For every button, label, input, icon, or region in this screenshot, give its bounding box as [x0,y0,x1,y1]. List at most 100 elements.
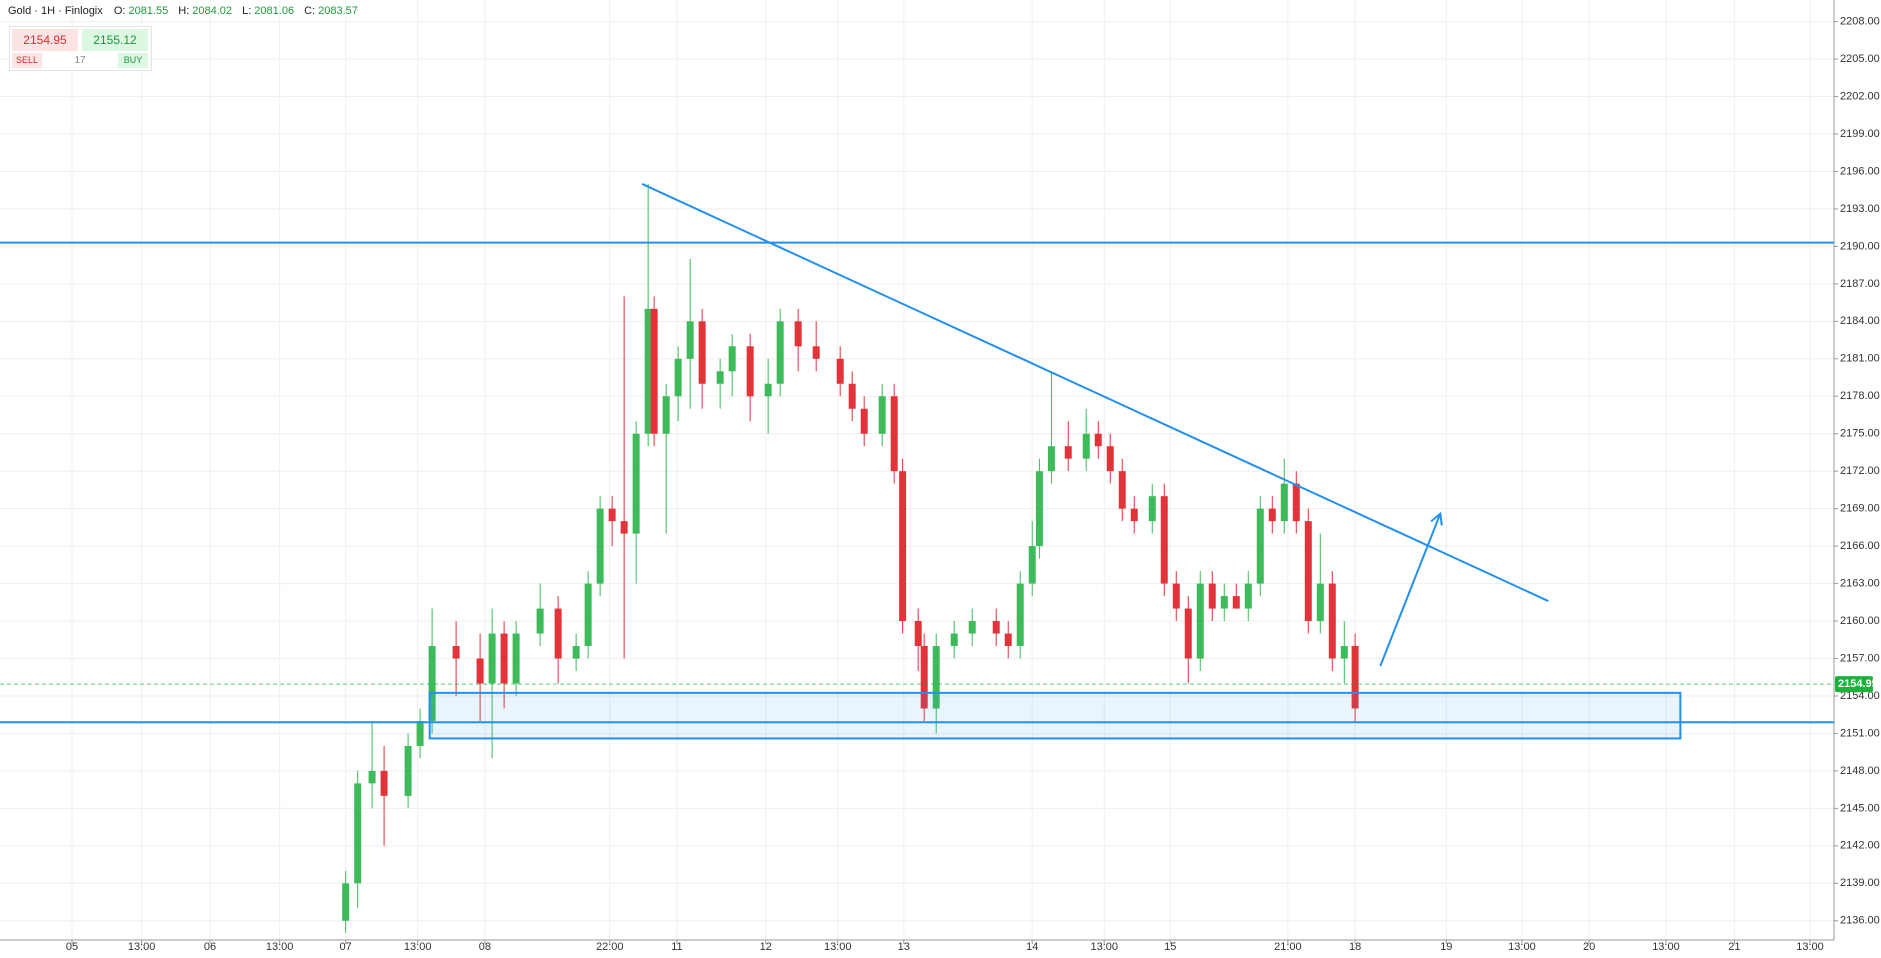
x-tick-label: 05 [66,941,78,953]
y-tick-label: 2148.00 [1840,765,1880,777]
candle-body [860,408,868,434]
sell-price[interactable]: 2154.95 [12,29,78,51]
candle-body [1304,521,1312,622]
candle-body [1196,583,1204,659]
x-tick-label: 20 [1583,941,1595,953]
ohlc-value: 2081.06 [254,5,295,17]
candle-body [1064,446,1072,459]
quantity[interactable]: 17 [74,55,86,66]
candle-body [416,720,424,746]
x-tick-label: 13:00 [1796,941,1824,953]
candle-body [354,783,362,884]
y-tick-label: 2142.00 [1840,840,1880,852]
candle-body [1106,446,1114,472]
symbol: Gold · 1H · Finlogix [8,5,103,17]
ohlc-value: 2081.55 [128,5,169,17]
candle-body [596,508,604,584]
candle-body [488,633,496,684]
x-tick-label: 14 [1026,941,1038,953]
candle-body [698,321,706,384]
candle-body [764,383,772,397]
y-tick-label: 2178.00 [1840,390,1880,402]
y-tick-label: 2151.00 [1840,727,1880,739]
candle-body [632,433,640,534]
y-tick-label: 2196.00 [1840,165,1880,177]
candle-body [848,383,856,409]
candle-body [572,646,580,659]
candle-body [1160,496,1168,584]
trade-panel: 2154.95 2155.12 SELL 17 BUY [9,26,152,71]
arrow-head [1430,511,1443,526]
candle-body [1232,596,1240,609]
candle-body [1148,496,1156,522]
ohlc-key: L: [242,5,252,17]
candle-body [1082,433,1090,459]
last-price-label: 2154.95 [1838,678,1878,690]
candle-body [746,346,754,397]
candle-body [1004,633,1012,647]
buy-button[interactable]: BUY [118,53,148,68]
candle-body [968,621,976,634]
x-tick-label: 13:00 [128,941,156,953]
candle-body [1244,583,1252,609]
candle-body [662,396,670,434]
candle-body [1351,646,1359,709]
x-tick-label: 19 [1440,941,1452,953]
y-tick-label: 2172.00 [1840,465,1880,477]
candle-body [686,321,694,359]
ohlc-value: 2084.02 [192,5,233,17]
candle-body [554,608,562,659]
candle-body [794,321,802,347]
candle-body [1028,546,1036,584]
last-price-box [1835,676,1873,693]
y-tick-label: 2202.00 [1840,90,1880,102]
x-tick-label: 15 [1164,941,1176,953]
x-tick-label: 13:00 [266,941,294,953]
y-tick-label: 2163.00 [1840,577,1880,589]
ohlc-key: H: [178,5,190,17]
sell-button[interactable]: SELL [12,53,42,68]
y-tick-label: 2208.00 [1840,16,1880,28]
x-tick-label: 21:00 [1274,941,1302,953]
x-tick-label: 13:00 [404,941,432,953]
candle-body [1172,583,1180,609]
y-tick-label: 2166.00 [1840,540,1880,552]
x-tick-label: 21 [1728,941,1740,953]
candle-body [728,346,736,372]
candle-body [1208,583,1216,609]
candle-body [920,646,928,709]
candle-body [992,621,1000,634]
candle-body [1184,608,1192,659]
buy-price[interactable]: 2155.12 [82,29,148,51]
x-tick-label: 22:00 [596,941,624,953]
y-tick-label: 2169.00 [1840,503,1880,515]
y-tick-label: 2190.00 [1840,240,1880,252]
x-tick-label: 07 [340,941,352,953]
candle-body [878,396,886,434]
y-tick-label: 2136.00 [1840,915,1880,927]
candle-body [890,396,898,472]
candle-body [812,346,820,359]
x-tick-label: 06 [204,941,216,953]
y-tick-label: 2157.00 [1840,652,1880,664]
candle-body [836,358,844,384]
arrow [1379,513,1442,667]
y-tick-label: 2184.00 [1840,315,1880,327]
x-tick-label: 11 [671,941,682,953]
y-tick-label: 2199.00 [1840,128,1880,140]
x-tick-label: 13:00 [1090,941,1118,953]
candle-body [1340,646,1348,659]
candle-body [1292,483,1300,522]
candle-body [620,521,628,534]
candle-body [342,883,350,921]
x-tick-label: 12 [760,941,772,953]
candle-body [1268,508,1276,522]
candle-body [716,371,724,384]
x-tick-label: 13:00 [1508,941,1536,953]
candle-body [674,358,682,397]
y-tick-label: 2187.00 [1840,278,1880,290]
candle-body [452,646,460,659]
x-tick-label: 13 [898,941,910,953]
candle-body [1047,446,1055,472]
candle-body [500,633,508,684]
